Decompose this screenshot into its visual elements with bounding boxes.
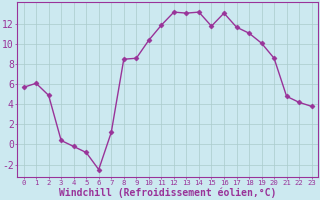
X-axis label: Windchill (Refroidissement éolien,°C): Windchill (Refroidissement éolien,°C)	[59, 187, 276, 198]
